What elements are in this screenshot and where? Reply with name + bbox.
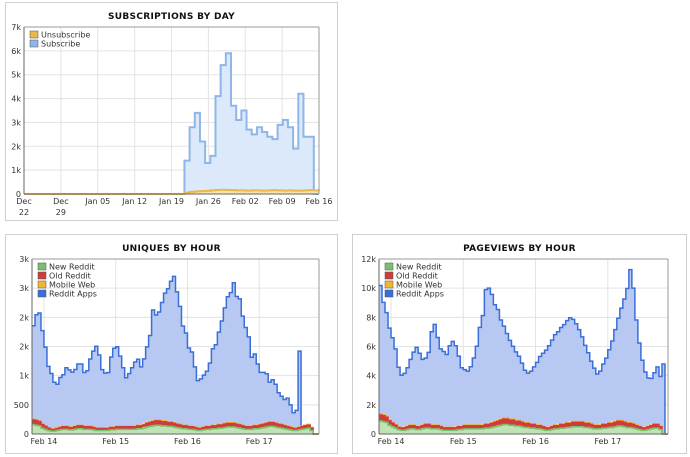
x-tick-label: Feb 15 <box>450 437 477 446</box>
legend-label: Reddit Apps <box>396 290 444 299</box>
x-tick-label: Feb 02 <box>232 197 259 206</box>
x-tick-label: Jan 26 <box>195 197 221 206</box>
x-tick-label: Feb 16 <box>174 437 201 446</box>
series-line-new-reddit <box>379 420 668 435</box>
legend-swatch <box>29 30 39 39</box>
chart-title: UNIQUES BY HOUR <box>122 244 221 254</box>
series-line-old-reddit <box>379 414 668 435</box>
uniques-chart: 0 500 1k 2k 2k 3k 3k Feb 14 Feb 15 Feb 16 Feb 17 Ne… <box>14 255 320 446</box>
y-tick-label: 4k <box>366 372 376 381</box>
legend-label: New Reddit <box>396 263 442 272</box>
subscriptions-chart-panel: SUBSCRIPTIONS BY DAY 0 1k 2k 3k 4k 5k 6k 7k Dec 2… <box>5 2 338 221</box>
y-tick-label: 5k <box>11 71 21 80</box>
y-tick-label: 500 <box>14 401 29 410</box>
uniques-chart-panel: UNIQUES BY HOUR 0 500 1k 2k 2k 3k 3k Feb 14 Feb … <box>5 234 338 454</box>
legend-swatch <box>37 280 47 289</box>
legend-label: Mobile Web <box>396 281 442 290</box>
legend-label: New Reddit <box>49 263 95 272</box>
x-tick-label: Jan 05 <box>84 197 110 206</box>
y-tick-label: 2k <box>19 313 29 322</box>
x-tick-label: Feb 17 <box>594 437 621 446</box>
x-tick-label: Feb 15 <box>102 437 129 446</box>
x-tick-label: Feb 14 <box>31 437 58 446</box>
legend-swatch <box>37 271 47 280</box>
grid <box>23 26 320 195</box>
legend-label: Old Reddit <box>396 272 438 281</box>
chart-title: SUBSCRIPTIONS BY DAY <box>107 12 235 22</box>
legend-swatch <box>29 39 39 48</box>
legend-label: Subscribe <box>41 40 80 49</box>
x-tick-label: Feb 14 <box>378 437 405 446</box>
y-tick-label: 3k <box>11 118 21 127</box>
y-tick-label: 10k <box>361 284 376 293</box>
chart-title: PAGEVIEWS BY HOUR <box>463 244 576 254</box>
y-tick-label: 1k <box>11 166 21 175</box>
x-tick-label: Dec 29 <box>53 197 68 217</box>
x-tick-label: Dec 22 <box>16 197 31 217</box>
series-line-reddit-apps <box>379 268 668 435</box>
legend-label: Reddit Apps <box>49 290 97 299</box>
y-tick-label: 12k <box>361 255 376 264</box>
series-area-subscribe <box>24 53 319 194</box>
series-line-new-reddit <box>32 423 319 435</box>
series-area-new-reddit <box>32 424 319 434</box>
x-tick-label: Jan 12 <box>121 197 147 206</box>
pageviews-chart: 0 2k 4k 6k 8k 10k 12k Feb 14 Feb 15 Feb 16 Feb 17 N… <box>361 255 669 446</box>
series-area-reddit-apps <box>379 269 668 434</box>
legend-label: Unsubscribe <box>41 31 90 40</box>
series-line-old-reddit <box>32 419 319 435</box>
y-tick-label: 4k <box>11 95 21 104</box>
legend-swatch <box>384 262 394 271</box>
x-tick-label: Feb 09 <box>269 197 296 206</box>
y-tick-label: 2k <box>366 401 376 410</box>
pageviews-chart-panel: PAGEVIEWS BY HOUR 0 2k 4k 6k 8k 10k 12k Feb 14 F… <box>352 234 687 454</box>
x-tick-label: Jan 19 <box>158 197 184 206</box>
legend-swatch <box>37 262 47 271</box>
x-tick-label: Feb 16 <box>522 437 549 446</box>
y-tick-label: 3k <box>19 255 29 264</box>
series-area-old-reddit <box>379 415 668 434</box>
y-tick-label: 0 <box>24 430 29 439</box>
subscriptions-chart: 0 1k 2k 3k 4k 5k 6k 7k Dec 22 Dec 29 Jan 05 Jan 12 Jan… <box>11 23 333 217</box>
legend-swatch <box>384 289 394 298</box>
y-tick-label: 2k <box>11 142 21 151</box>
y-tick-label: 1k <box>19 372 29 381</box>
y-tick-label: 8k <box>366 313 376 322</box>
x-tick-label: Feb 17 <box>246 437 273 446</box>
series-line-reddit-apps <box>32 275 319 435</box>
legend-label: Mobile Web <box>49 281 95 290</box>
legend-swatch <box>384 280 394 289</box>
y-tick-label: 7k <box>11 23 21 32</box>
y-tick-label: 0 <box>16 190 21 199</box>
y-tick-label: 6k <box>366 343 376 352</box>
y-tick-label: 3k <box>19 284 29 293</box>
y-tick-label: 6k <box>11 47 21 56</box>
legend-swatch <box>37 289 47 298</box>
legend-swatch <box>384 271 394 280</box>
legend-label: Old Reddit <box>49 272 91 281</box>
series-area-reddit-apps <box>32 276 319 434</box>
y-tick-label: 0 <box>371 430 376 439</box>
y-tick-label: 2k <box>19 343 29 352</box>
x-tick-label: Feb 16 <box>306 197 333 206</box>
